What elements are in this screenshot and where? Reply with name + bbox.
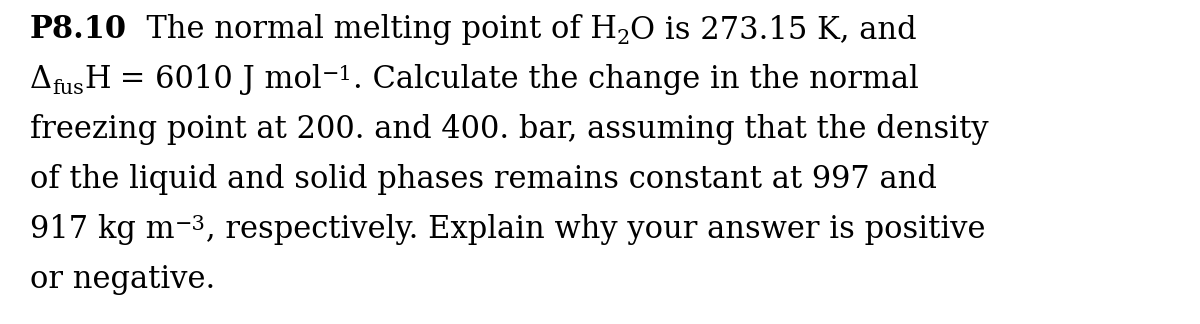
Text: H: H xyxy=(84,64,110,95)
Text: of the liquid and solid phases remains constant at 997 and: of the liquid and solid phases remains c… xyxy=(30,164,937,195)
Text: −3: −3 xyxy=(175,215,205,234)
Text: fus: fus xyxy=(52,79,84,98)
Text: . Calculate the change in the normal: . Calculate the change in the normal xyxy=(353,64,919,95)
Text: The normal melting point of H: The normal melting point of H xyxy=(127,14,617,45)
Text: P8.10: P8.10 xyxy=(30,14,127,45)
Text: freezing point at 200. and 400. bar, assuming that the density: freezing point at 200. and 400. bar, ass… xyxy=(30,114,989,145)
Text: = 6010 J mol: = 6010 J mol xyxy=(110,64,322,95)
Text: or negative.: or negative. xyxy=(30,264,215,295)
Text: Δ: Δ xyxy=(30,64,52,95)
Text: , respectively. Explain why your answer is positive: , respectively. Explain why your answer … xyxy=(205,214,985,245)
Text: 917 kg m: 917 kg m xyxy=(30,214,175,245)
Text: 2: 2 xyxy=(617,29,630,48)
Text: O is 273.15 K, and: O is 273.15 K, and xyxy=(630,14,917,45)
Text: −1: −1 xyxy=(322,65,353,84)
